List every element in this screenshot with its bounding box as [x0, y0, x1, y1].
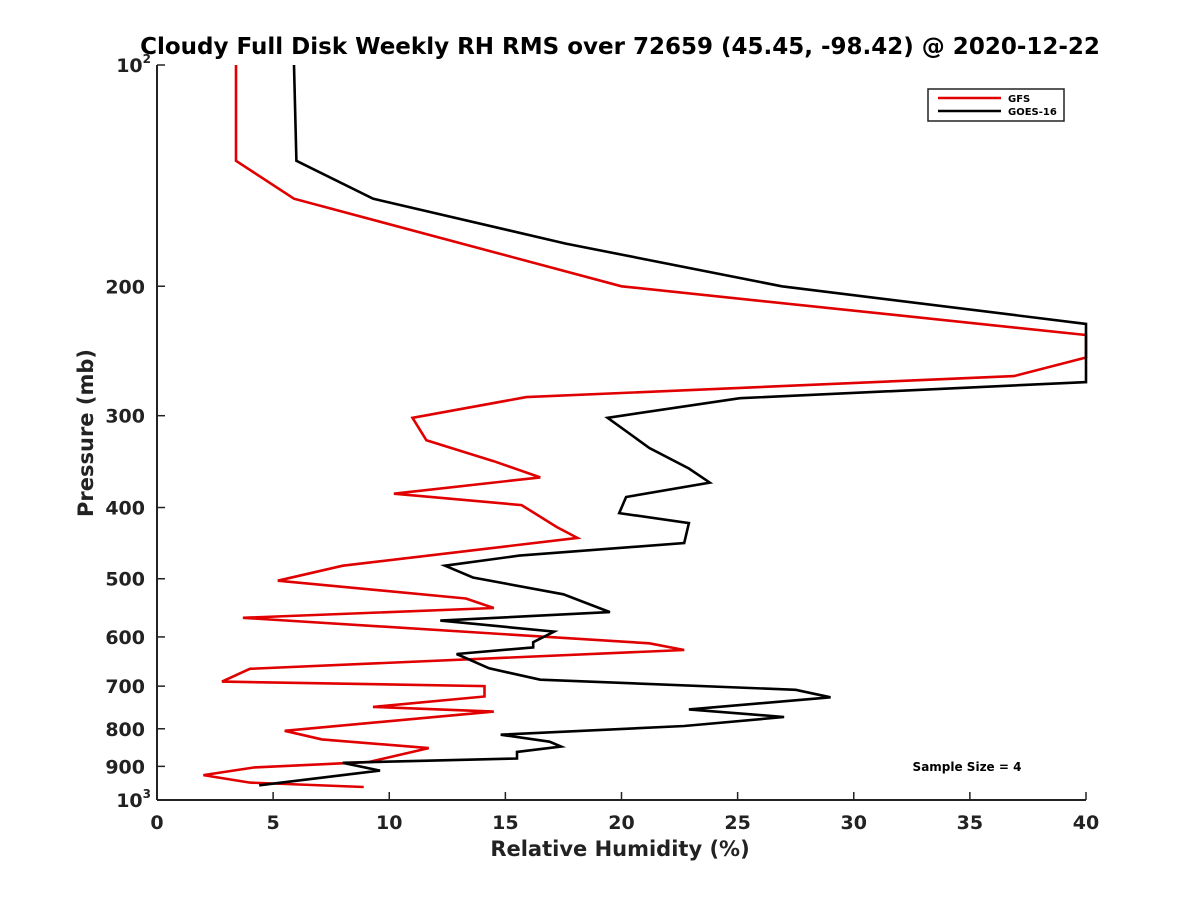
- x-tick-label: 25: [724, 812, 750, 834]
- y-tick-label: 200: [105, 276, 145, 298]
- y-tick-label: 500: [105, 569, 145, 591]
- sample-size-annotation: Sample Size = 4: [913, 760, 1022, 774]
- x-tick-label: 10: [376, 812, 402, 834]
- y-tick-label: 900: [105, 756, 145, 778]
- x-tick-label: 5: [267, 812, 280, 834]
- x-tick-label: 30: [841, 812, 867, 834]
- y-axis-ticks: 102 200 300 400 500 600 700 800 900 103: [105, 52, 165, 812]
- y-tick-label: 700: [105, 676, 145, 698]
- x-tick-label: 35: [957, 812, 983, 834]
- plot-area: [156, 65, 1086, 801]
- series-line-gfs: [203, 65, 1088, 789]
- chart-title: Cloudy Full Disk Weekly RH RMS over 7265…: [140, 34, 1100, 60]
- x-tick-label: 20: [608, 812, 634, 834]
- legend-box: [927, 88, 1065, 122]
- y-tick-label: 102: [116, 52, 151, 77]
- series-line-goes-16: [259, 64, 1088, 787]
- legend: GFS GOES-16: [927, 88, 1065, 122]
- y-tick-label: 103: [116, 787, 151, 812]
- y-tick-label: 800: [105, 719, 145, 741]
- x-tick-label: 40: [1073, 812, 1099, 834]
- y-tick-label: 300: [105, 406, 145, 428]
- x-tick-label: 0: [150, 812, 163, 834]
- x-axis-label: Relative Humidity (%): [490, 837, 749, 861]
- series-layer: [203, 64, 1088, 789]
- y-tick-label: 400: [105, 498, 145, 520]
- x-tick-label: 15: [492, 812, 518, 834]
- legend-label: GOES-16: [1008, 107, 1057, 118]
- x-axis-ticks: 0 5 10 15 20 25 30 35 40: [150, 792, 1099, 834]
- legend-label: GFS: [1008, 94, 1030, 105]
- y-tick-label: 600: [105, 627, 145, 649]
- y-axis-label: Pressure (mb): [74, 349, 98, 517]
